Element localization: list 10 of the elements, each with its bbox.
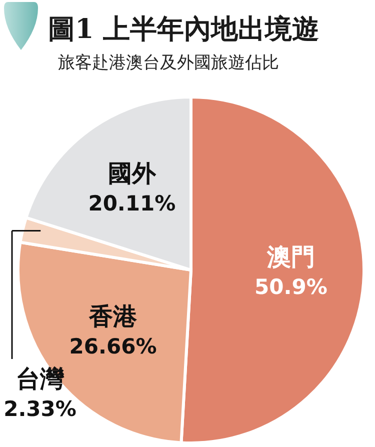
chart-subtitle: 旅客赴港澳台及外國旅遊佔比 xyxy=(58,53,279,73)
slice-label: 台灣 xyxy=(16,365,65,393)
data-label: 2.33% xyxy=(4,397,76,421)
slice-label: 澳門 xyxy=(266,242,315,271)
data-label: 26.66% xyxy=(69,334,157,359)
chart-title: 圖1 上半年內地出境遊 xyxy=(48,14,320,45)
slice-label: 國外 xyxy=(108,159,157,188)
slice-label: 香港 xyxy=(88,302,138,331)
data-label: 20.11% xyxy=(88,191,176,216)
data-label: 50.9% xyxy=(254,274,328,299)
